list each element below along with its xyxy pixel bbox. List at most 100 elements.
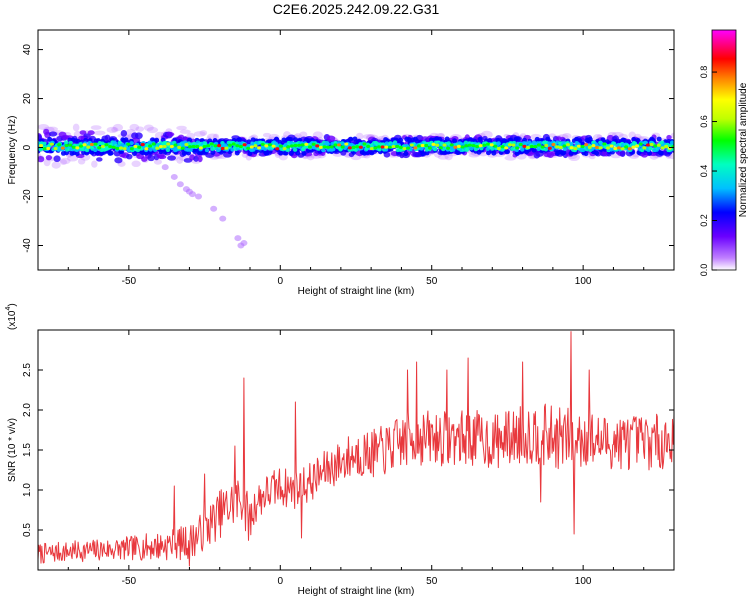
heatmap-peak-cell xyxy=(395,144,400,148)
heatmap-peak-cell xyxy=(584,143,589,147)
heatmap-peak-cell xyxy=(467,143,472,147)
snr-x-label: Height of straight line (km) xyxy=(298,586,415,597)
heatmap-peak-cell xyxy=(489,143,494,147)
heatmap-halo-cell xyxy=(262,132,271,138)
heatmap-mid-cell xyxy=(490,146,495,151)
heatmap-mid-cell xyxy=(580,148,586,153)
heatmap-peak-cell xyxy=(111,145,116,149)
heatmap-outer-cell xyxy=(79,130,87,135)
heatmap-core-cell xyxy=(154,137,160,143)
heatmap-peak-cell xyxy=(613,146,618,151)
heatmap-peak-cell xyxy=(158,144,163,149)
heatmap-outer-cell xyxy=(177,134,185,140)
svg-text:(x104): (x104) xyxy=(5,303,18,330)
heatmap-peak-cell xyxy=(133,144,138,149)
heatmap-halo-cell xyxy=(548,133,556,138)
heatmap-peak-cell xyxy=(609,144,614,148)
heatmap-core-cell xyxy=(621,137,627,143)
heatmap-peak-cell xyxy=(202,144,207,149)
heatmap-tail-cell xyxy=(240,240,248,247)
heatmap-tail-cell xyxy=(185,188,193,195)
heatmap-peak-cell xyxy=(129,147,134,151)
heatmap-peak-cell xyxy=(456,144,461,148)
heatmap-peak-cell xyxy=(209,142,214,146)
heatmap-peak-cell xyxy=(126,142,131,146)
heatmap-halo-cell xyxy=(351,155,361,161)
heatmap-mid-cell xyxy=(611,141,617,146)
heatmap-peak-cell xyxy=(155,146,160,150)
spectrogram-heatmap xyxy=(38,123,674,249)
heatmap-halo-cell xyxy=(94,130,106,136)
heatmap-peak-cell xyxy=(311,142,316,146)
heatmap-tail-cell xyxy=(234,235,242,242)
heatmap-mid-cell xyxy=(292,147,298,152)
snr-y-ticks: 0.5 1.0 1.5 2.0 2.5 xyxy=(22,363,674,537)
heatmap-peak-cell xyxy=(97,146,102,150)
heatmap-halo-cell xyxy=(47,126,59,132)
heatmap-peak-cell xyxy=(620,147,625,151)
heatmap-peak-cell xyxy=(533,145,538,149)
heatmap-peak-cell xyxy=(293,143,298,148)
heatmap-peak-cell xyxy=(566,143,570,147)
snr-y-tick-label: 1.5 xyxy=(22,443,33,457)
heatmap-peak-cell xyxy=(358,145,363,149)
heatmap-mid-cell xyxy=(204,148,210,153)
heatmap-halo-cell xyxy=(468,152,480,158)
heatmap-peak-cell xyxy=(246,146,251,150)
spectrogram-x-tick-label: -50 xyxy=(122,276,137,287)
heatmap-core-cell xyxy=(656,136,662,142)
heatmap-core-cell xyxy=(531,147,537,153)
heatmap-peak-cell xyxy=(275,147,280,151)
heatmap-peak-cell xyxy=(235,144,240,148)
heatmap-mid-cell xyxy=(285,147,291,152)
heatmap-peak-cell xyxy=(656,143,661,147)
spectrogram-y-tick-label: -20 xyxy=(22,189,33,204)
heatmap-halo-cell xyxy=(129,123,140,131)
heatmap-core-cell xyxy=(287,136,293,142)
heatmap-peak-cell xyxy=(344,142,349,146)
heatmap-peak-cell xyxy=(173,143,178,147)
heatmap-peak-cell xyxy=(413,146,418,150)
heatmap-peak-cell xyxy=(108,144,113,149)
colorbar-gradient xyxy=(711,29,737,271)
heatmap-halo-cell xyxy=(355,132,364,141)
heatmap-peak-cell xyxy=(555,145,560,149)
heatmap-peak-cell xyxy=(504,146,509,150)
colorbar-ticks: 0.0 0.2 0.4 0.6 0.8 xyxy=(699,66,717,276)
heatmap-halo-cell xyxy=(437,154,449,160)
heatmap-halo-cell xyxy=(131,160,141,168)
heatmap-core-cell xyxy=(348,136,354,142)
heatmap-peak-cell xyxy=(446,146,451,150)
heatmap-peak-cell xyxy=(89,142,94,147)
heatmap-peak-cell xyxy=(576,144,581,148)
heatmap-peak-cell xyxy=(475,144,480,149)
heatmap-mid-cell xyxy=(465,146,470,151)
heatmap-peak-cell xyxy=(587,145,592,149)
heatmap-outer-cell xyxy=(197,155,203,163)
heatmap-tail-cell xyxy=(170,173,178,180)
heatmap-mid-cell xyxy=(321,148,326,153)
heatmap-peak-cell xyxy=(526,145,531,150)
heatmap-peak-cell xyxy=(260,142,265,147)
heatmap-mid-cell xyxy=(42,141,47,146)
heatmap-core-cell xyxy=(234,150,240,156)
heatmap-peak-cell xyxy=(551,142,556,147)
heatmap-tail-cell xyxy=(210,205,218,212)
heatmap-outer-cell xyxy=(326,135,336,142)
heatmap-core-cell xyxy=(187,137,193,143)
snr-x-tick-label: 100 xyxy=(575,576,592,587)
spectrogram-y-tick-label: 20 xyxy=(22,93,33,105)
heatmap-peak-cell xyxy=(322,145,327,149)
snr-x-tick-label: 0 xyxy=(278,576,284,587)
heatmap-peak-cell xyxy=(49,142,54,146)
heatmap-peak-cell xyxy=(496,146,501,151)
heatmap-peak-cell xyxy=(340,145,345,149)
heatmap-halo-cell xyxy=(90,125,102,130)
heatmap-halo-cell xyxy=(59,159,68,165)
heatmap-halo-cell xyxy=(310,154,322,159)
heatmap-peak-cell xyxy=(60,146,65,150)
heatmap-mid-cell xyxy=(148,147,153,152)
heatmap-peak-cell xyxy=(191,144,196,149)
heatmap-core-cell xyxy=(491,150,497,156)
heatmap-outer-cell xyxy=(157,154,167,160)
